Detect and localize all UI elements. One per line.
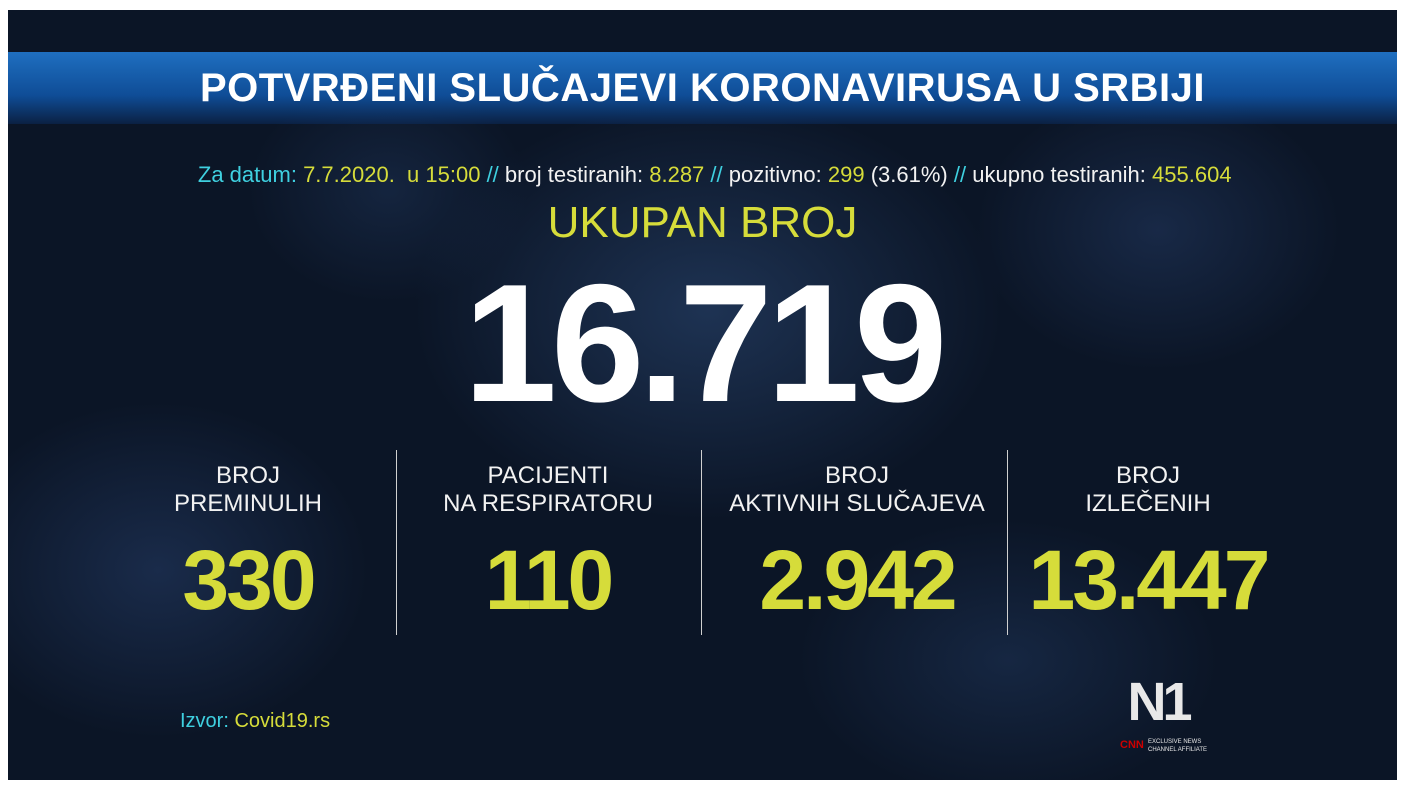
info-extra: (3.61%) xyxy=(871,162,948,187)
divider xyxy=(396,450,397,635)
info-label: Za datum: xyxy=(198,162,297,187)
total-value: 16.719 xyxy=(8,258,1397,428)
stat-label: PACIJENTI xyxy=(398,462,698,490)
source-value: Covid19.rs xyxy=(234,710,330,732)
stat: BROJ IZLEČENIH 13.447 xyxy=(998,462,1298,629)
background: POTVRĐENI SLUČAJEVI KORONAVIRUSA U SRBIJ… xyxy=(8,10,1397,780)
title: POTVRĐENI SLUČAJEVI KORONAVIRUSA U SRBIJ… xyxy=(8,52,1397,124)
page: {"header": {"title": "POTVRĐENI SLUČAJEV… xyxy=(0,0,1403,787)
info-label: pozitivno: xyxy=(729,162,822,187)
stat-label: PREMINULIH xyxy=(98,490,398,518)
separator: // xyxy=(710,162,722,187)
info-label: broj testiranih: xyxy=(505,162,643,187)
stat-label: BROJ xyxy=(707,462,1007,490)
stat-value: 110 xyxy=(398,532,698,629)
stat: BROJ PREMINULIH 330 xyxy=(98,462,398,629)
source-label: Izvor: xyxy=(180,710,229,732)
logo-tagline: EXCLUSIVE NEWS xyxy=(1148,739,1201,745)
info-value: 8.287 xyxy=(649,162,704,187)
info-value: 7.7.2020. u 15:00 xyxy=(303,162,480,187)
logo-network: CNN xyxy=(1120,739,1144,751)
stat-label: BROJ xyxy=(98,462,398,490)
divider xyxy=(701,450,702,635)
info-value: 455.604 xyxy=(1152,162,1232,187)
total-label: UKUPAN BROJ xyxy=(8,198,1397,248)
stat-value: 330 xyxy=(98,532,398,629)
logo-brand: N1 xyxy=(1127,678,1191,732)
stat-value: 13.447 xyxy=(998,532,1298,629)
stat: BROJ AKTIVNIH SLUČAJEVA 2.942 xyxy=(707,462,1007,629)
separator: // xyxy=(954,162,966,187)
logo-tagline: CHANNEL AFFILIATE xyxy=(1148,747,1207,753)
stat-label: NA RESPIRATORU xyxy=(398,490,698,518)
stat-label: AKTIVNIH SLUČAJEVA xyxy=(707,490,1007,518)
stat-label: BROJ xyxy=(998,462,1298,490)
stat-label: IZLEČENIH xyxy=(998,490,1298,518)
stat-value: 2.942 xyxy=(707,532,1007,629)
logo: N1 CNN EXCLUSIVE NEWS CHANNEL AFFILIATE xyxy=(1108,678,1218,758)
separator: // xyxy=(487,162,499,187)
info-value: 299 xyxy=(828,162,865,187)
stat: PACIJENTI NA RESPIRATORU 110 xyxy=(398,462,698,629)
source: Izvor: Covid19.rs xyxy=(180,710,330,733)
info-label: ukupno testiranih: xyxy=(972,162,1146,187)
